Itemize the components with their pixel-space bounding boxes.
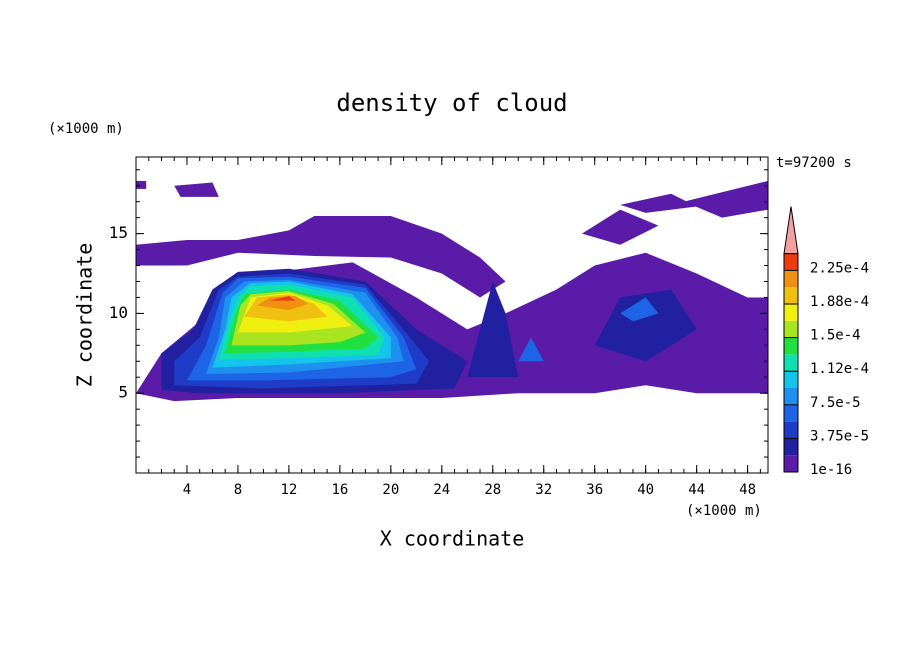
colorbar-bin — [784, 438, 798, 456]
x-tick-label: 28 — [484, 482, 501, 498]
contour-region — [620, 297, 659, 322]
y-tick-label: 5 — [118, 383, 128, 402]
contour-region — [581, 209, 659, 245]
colorbar-label: 1e-16 — [810, 462, 852, 478]
colorbar-bin — [784, 337, 798, 355]
chart-title: density of cloud — [336, 89, 567, 117]
x-tick-label: 32 — [535, 482, 552, 498]
contour-region — [518, 337, 544, 362]
x-tick-label: 16 — [331, 482, 348, 498]
x-tick-label: 20 — [382, 482, 399, 498]
time-annotation: t=97200 s — [776, 155, 852, 171]
y-tick-label: 15 — [109, 223, 128, 242]
x-tick-label: 4 — [183, 482, 191, 498]
y-unit: (×1000 m) — [48, 121, 124, 137]
x-tick-label: 48 — [739, 482, 756, 498]
contour-region — [136, 180, 147, 189]
colorbar-label: 7.5e-5 — [810, 395, 861, 411]
colorbar-bin — [784, 287, 798, 304]
colorbar-bin — [784, 404, 798, 422]
colorbar-bin — [784, 371, 798, 388]
contour-region — [174, 182, 219, 197]
colorbar-bin — [784, 388, 798, 405]
contour-region — [136, 216, 506, 298]
y-tick-label: 10 — [109, 303, 128, 322]
contour-region — [467, 281, 519, 378]
colorbar-label: 1.5e-4 — [810, 328, 861, 344]
colorbar-bin — [784, 421, 798, 439]
contour-region — [683, 180, 768, 218]
x-tick-label: 12 — [280, 482, 297, 498]
colorbar-label: 1.88e-4 — [810, 294, 869, 310]
colorbar-bin — [784, 354, 798, 372]
contour-region — [269, 295, 296, 301]
x-unit: (×1000 m) — [686, 503, 762, 519]
x-tick-label: 24 — [433, 482, 450, 498]
colorbar-label: 3.75e-5 — [810, 428, 869, 444]
colorbar-label: 2.25e-4 — [810, 260, 869, 276]
colorbar-bin — [784, 320, 798, 338]
contour-region — [257, 295, 309, 311]
x-tick-label: 44 — [688, 482, 705, 498]
x-tick-label: 36 — [586, 482, 603, 498]
x-axis-label: X coordinate — [380, 527, 525, 551]
colorbar-label: 1.12e-4 — [810, 361, 869, 377]
colorbar-bin — [784, 270, 798, 288]
colorbar-bin — [784, 455, 798, 472]
contour-region — [620, 193, 697, 213]
colorbar-bin — [784, 304, 798, 321]
x-tick-label: 8 — [234, 482, 242, 498]
plot-frame — [135, 156, 769, 474]
colorbar-over — [783, 206, 799, 255]
colorbar-bin — [784, 253, 798, 271]
y-axis-label: Z coordinate — [73, 243, 97, 388]
contour-region — [594, 289, 697, 362]
x-tick-label: 40 — [637, 482, 654, 498]
